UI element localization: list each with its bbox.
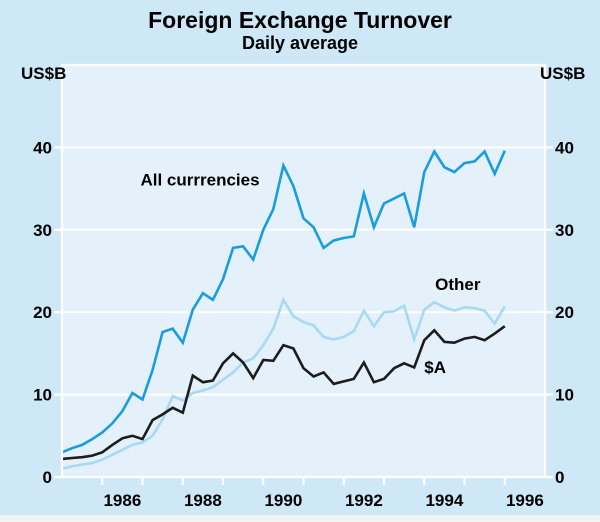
y-tick-label-right-40: 40 <box>555 138 574 157</box>
y-tick-label-left-0: 0 <box>43 468 52 487</box>
y-tick-label-right-20: 20 <box>555 303 574 322</box>
y-axis-labels-left: 0 10 20 30 40 <box>33 138 52 487</box>
y-tick-label-left-20: 20 <box>33 303 52 322</box>
y-axis-unit-left: US$B <box>21 64 66 83</box>
x-tick-label-1996: 1996 <box>506 491 544 510</box>
y-tick-label-left-30: 30 <box>33 221 52 240</box>
bottom-strip <box>0 515 600 522</box>
y-tick-label-right-0: 0 <box>555 468 564 487</box>
y-tick-label-left-40: 40 <box>33 138 52 157</box>
y-tick-label-left-10: 10 <box>33 386 52 405</box>
series-line--a <box>61 325 506 461</box>
x-tick-label-1992: 1992 <box>345 491 383 510</box>
series-lines <box>61 148 506 471</box>
y-axis-unit-right: US$B <box>540 64 585 83</box>
series-labels: All currrencies Other $A <box>140 170 480 377</box>
series-line-other <box>61 296 506 471</box>
series-line-all-currrencies <box>61 148 506 454</box>
x-tick-label-1986: 1986 <box>103 491 141 510</box>
series-label--a: $A <box>424 358 446 377</box>
chart-title: Foreign Exchange Turnover <box>148 7 452 33</box>
y-tick-label-right-10: 10 <box>555 386 574 405</box>
chart-subtitle: Daily average <box>242 33 358 53</box>
x-tick-label-1990: 1990 <box>264 491 302 510</box>
x-axis-labels: 1986 1988 1990 1992 1994 1996 <box>103 491 543 510</box>
x-tick-label-1994: 1994 <box>425 491 463 510</box>
y-axis-labels-right: 0 10 20 30 40 <box>555 138 574 487</box>
axis-ticks <box>54 146 553 485</box>
plot-area <box>62 65 545 477</box>
y-tick-label-right-30: 30 <box>555 221 574 240</box>
series-label-other: Other <box>435 275 481 294</box>
x-tick-label-1988: 1988 <box>184 491 222 510</box>
series-label-all-currrencies: All currrencies <box>140 170 259 189</box>
gridlines <box>62 146 545 396</box>
